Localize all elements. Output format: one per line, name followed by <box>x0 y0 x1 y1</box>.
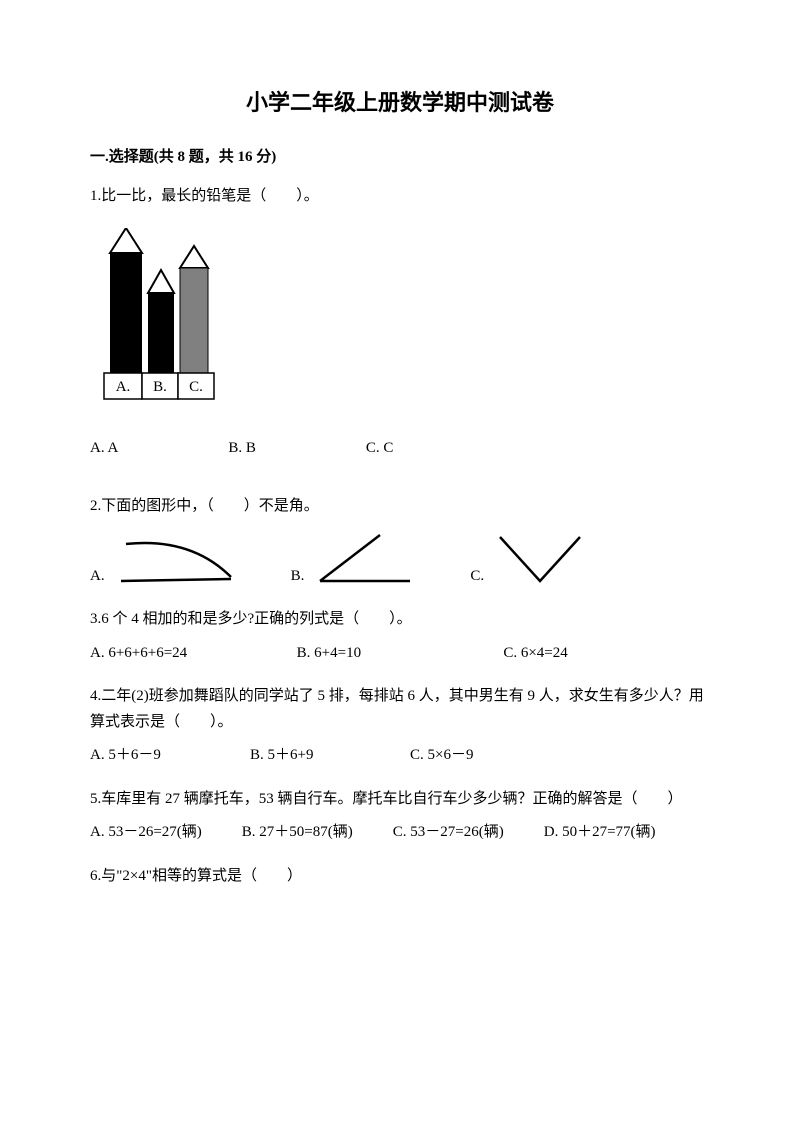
q6-text: 6.与"2×4"相等的算式是（ ） <box>90 864 710 890</box>
q4-opt-c: C. 5×6－9 <box>410 743 710 769</box>
q4-text: 4.二年(2)班参加舞蹈队的同学站了 5 排，每排站 6 人，其中男生有 9 人… <box>90 684 710 735</box>
question-2: 2.下面的图形中，（ ）不是角。 A. B. C. <box>90 494 710 590</box>
svg-text:A.: A. <box>116 379 131 395</box>
q2-opt-b-label: B. <box>291 564 305 590</box>
q1-opt-b: B. B <box>228 436 256 462</box>
q2-shape-a <box>111 529 241 589</box>
q2-text: 2.下面的图形中，（ ）不是角。 <box>90 494 710 520</box>
q4-options: A. 5＋6－9 B. 5＋6+9 C. 5×6－9 <box>90 743 710 769</box>
question-4: 4.二年(2)班参加舞蹈队的同学站了 5 排，每排站 6 人，其中男生有 9 人… <box>90 684 710 769</box>
q5-text: 5.车库里有 27 辆摩托车，53 辆自行车。摩托车比自行车少多少辆？正确的解答… <box>90 787 710 813</box>
q2-opt-c-label: C. <box>470 564 484 590</box>
section-header: 一.选择题(共 8 题，共 16 分) <box>90 145 710 166</box>
q5-opt-b: B. 27＋50=87(辆) <box>242 820 353 846</box>
question-6: 6.与"2×4"相等的算式是（ ） <box>90 864 710 890</box>
q1-opt-a: A. A <box>90 436 118 462</box>
page-title: 小学二年级上册数学期中测试卷 <box>90 85 710 117</box>
q1-figure: A. B. C. <box>90 228 710 413</box>
q3-opt-b: B. 6+4=10 <box>297 641 504 667</box>
q1-opt-c: C. C <box>366 436 394 462</box>
q2-shape-b <box>310 529 420 589</box>
q2-shape-c <box>490 529 590 589</box>
q5-options: A. 53－26=27(辆) B. 27＋50=87(辆) C. 53－27=2… <box>90 820 710 846</box>
q4-opt-b: B. 5＋6+9 <box>250 743 410 769</box>
q1-options: A. A B. B C. C <box>90 436 710 462</box>
question-1: 1.比一比，最长的铅笔是（ ）。 A. B. C. <box>90 184 710 462</box>
q3-opt-c: C. 6×4=24 <box>503 641 710 667</box>
q5-opt-d: D. 50＋27=77(辆) <box>544 820 656 846</box>
question-5: 5.车库里有 27 辆摩托车，53 辆自行车。摩托车比自行车少多少辆？正确的解答… <box>90 787 710 846</box>
q4-opt-a: A. 5＋6－9 <box>90 743 250 769</box>
q3-opt-a: A. 6+6+6+6=24 <box>90 641 297 667</box>
question-3: 3.6 个 4 相加的和是多少?正确的列式是（ ）。 A. 6+6+6+6=24… <box>90 607 710 666</box>
q5-opt-c: C. 53－27=26(辆) <box>393 820 504 846</box>
q3-options: A. 6+6+6+6=24 B. 6+4=10 C. 6×4=24 <box>90 641 710 667</box>
q3-text: 3.6 个 4 相加的和是多少?正确的列式是（ ）。 <box>90 607 710 633</box>
svg-text:B.: B. <box>153 379 167 395</box>
svg-text:C.: C. <box>189 379 203 395</box>
q2-figures: A. B. C. <box>90 529 710 589</box>
q5-opt-a: A. 53－26=27(辆) <box>90 820 202 846</box>
q2-opt-a-label: A. <box>90 564 105 590</box>
q1-text: 1.比一比，最长的铅笔是（ ）。 <box>90 184 710 210</box>
